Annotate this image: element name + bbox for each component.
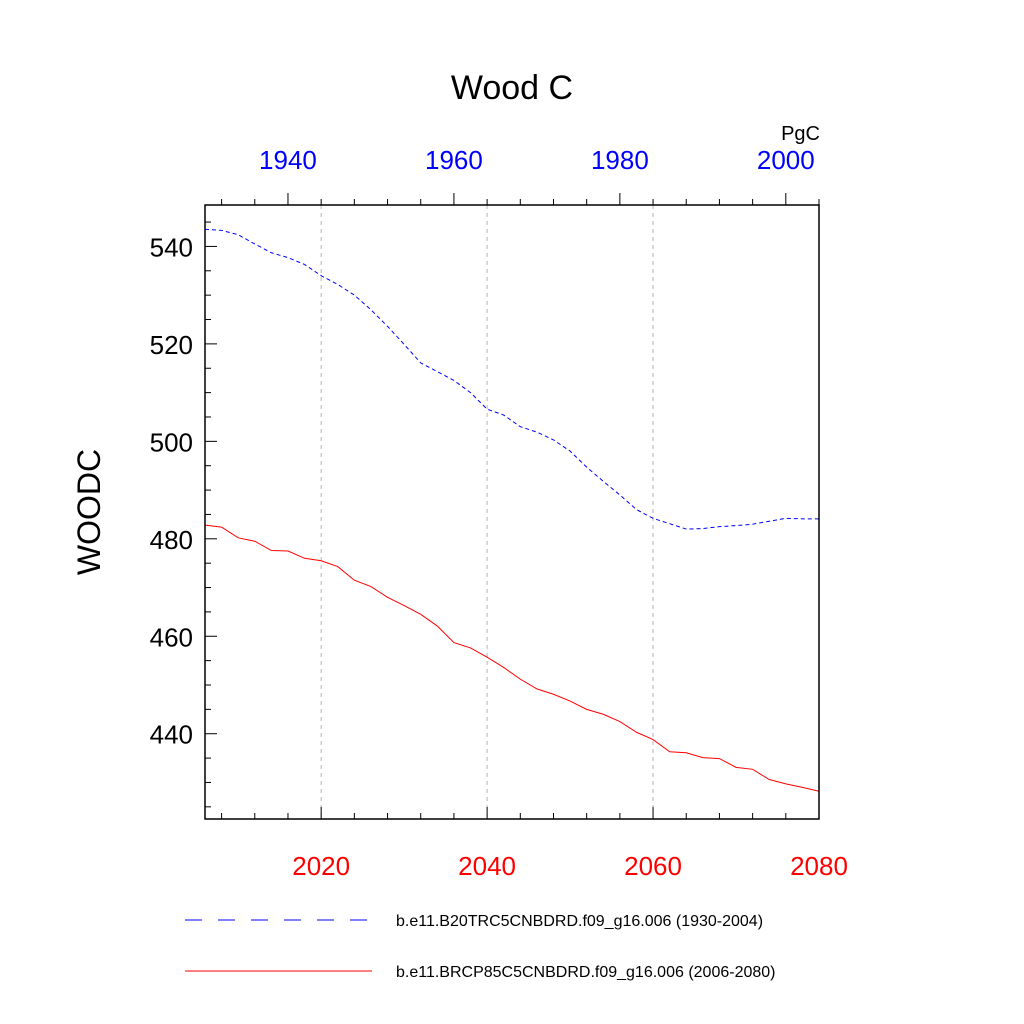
y-axis-title: WOODC [71,449,107,575]
y-tick-label-480: 480 [150,525,193,555]
grid-lines [320,205,654,819]
bottom-tick-label-2040: 2040 [458,851,516,881]
y-tick-label-540: 540 [150,232,193,262]
chart-title: Wood C [451,69,573,107]
units-label: PgC [781,123,820,145]
top-tick-label-2000: 2000 [757,145,815,175]
legend: b.e11.B20TRC5CNBDRD.f09_g16.006 (1930-20… [185,913,775,981]
top-tick-label-1940: 1940 [259,145,317,175]
series-line-2 [204,524,820,792]
top-tick-label-1960: 1960 [425,145,483,175]
bottom-tick-label-2080: 2080 [790,851,848,881]
y-tick-label-520: 520 [150,330,193,360]
y-tick-label-460: 460 [150,622,193,652]
y-tick-label-440: 440 [150,720,193,750]
legend-label-1: b.e11.B20TRC5CNBDRD.f09_g16.006 (1930-20… [396,913,763,930]
plot-frame [204,204,820,820]
legend-label-2: b.e11.BRCP85C5CNBDRD.f09_g16.006 (2006-2… [396,964,775,981]
bottom-tick-label-2020: 2020 [292,851,350,881]
series-layer [204,228,820,792]
axes: 440 460 480 500 520 540 2020 2040 2060 2080 1940 19… [150,145,848,881]
y-tick-label-500: 500 [150,427,193,457]
bottom-tick-label-2060: 2060 [624,851,682,881]
top-tick-label-1980: 1980 [591,145,649,175]
